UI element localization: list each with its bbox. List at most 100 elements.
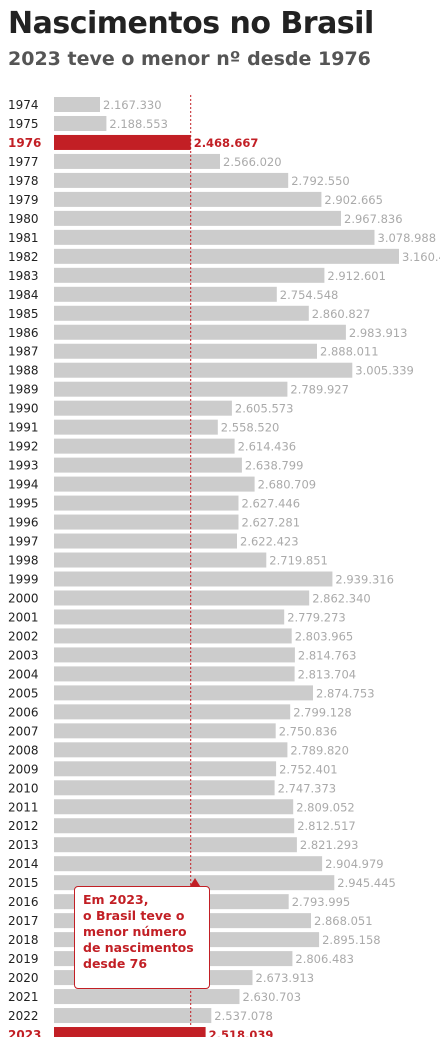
- year-label: 1996: [8, 516, 39, 530]
- year-label: 2016: [8, 895, 39, 909]
- value-label: 2.752.401: [279, 762, 338, 776]
- bar: [54, 135, 191, 150]
- bar: [54, 211, 341, 226]
- year-label: 1999: [8, 573, 39, 587]
- value-label: 2.518.039: [209, 1028, 274, 1037]
- year-label: 2012: [8, 819, 39, 833]
- bar: [54, 97, 100, 112]
- year-label: 1980: [8, 212, 39, 226]
- value-label: 3.160.449: [402, 250, 440, 264]
- year-label: 1978: [8, 174, 39, 188]
- bar: [54, 173, 288, 188]
- bar: [54, 837, 297, 852]
- value-label: 2.868.051: [314, 914, 373, 928]
- callout-line: o Brasil teve o: [83, 908, 201, 924]
- callout-line: desde 76: [83, 956, 201, 972]
- value-label: 2.902.665: [324, 193, 383, 207]
- value-label: 2.614.436: [238, 440, 297, 454]
- year-label: 2001: [8, 610, 39, 624]
- year-label: 2005: [8, 686, 39, 700]
- bar: [54, 287, 277, 302]
- value-label: 2.895.158: [322, 933, 381, 947]
- year-label: 1982: [8, 250, 39, 264]
- bar: [54, 989, 240, 1004]
- bar: [54, 704, 290, 719]
- value-label: 2.967.836: [344, 212, 403, 226]
- year-label: 2009: [8, 762, 39, 776]
- year-label: 1992: [8, 440, 39, 454]
- year-label: 2007: [8, 724, 39, 738]
- year-label: 2019: [8, 952, 39, 966]
- bar: [54, 553, 266, 568]
- bar: [54, 856, 322, 871]
- value-label: 2.558.520: [221, 421, 280, 435]
- year-label: 1986: [8, 326, 39, 340]
- year-label: 2021: [8, 990, 39, 1004]
- year-label: 2010: [8, 781, 39, 795]
- callout-pointer: [190, 878, 200, 886]
- value-label: 2.862.340: [312, 591, 371, 605]
- year-label: 1989: [8, 383, 39, 397]
- bar: [54, 723, 276, 738]
- bar: [54, 1008, 211, 1023]
- year-label: 1979: [8, 193, 39, 207]
- year-label: 1988: [8, 364, 39, 378]
- year-label: 2020: [8, 971, 39, 985]
- value-label: 2.809.052: [296, 800, 355, 814]
- year-label: 1990: [8, 402, 39, 416]
- value-label: 2.939.316: [335, 573, 394, 587]
- bar: [54, 458, 242, 473]
- year-label: 1977: [8, 155, 39, 169]
- year-label: 2013: [8, 838, 39, 852]
- value-label: 2.622.423: [240, 535, 299, 549]
- bar: [54, 647, 295, 662]
- year-label: 2014: [8, 857, 39, 871]
- chart-subtitle: 2023 teve o menor nº desde 1976: [8, 48, 371, 70]
- value-label: 2.789.820: [290, 743, 349, 757]
- value-label: 2.792.550: [291, 174, 350, 188]
- bar: [54, 477, 255, 492]
- year-label: 1974: [8, 98, 39, 112]
- year-label: 1983: [8, 269, 39, 283]
- year-label: 1998: [8, 554, 39, 568]
- value-label: 2.812.517: [297, 819, 356, 833]
- value-label: 2.945.445: [337, 876, 396, 890]
- value-label: 2.468.667: [194, 136, 259, 150]
- value-label: 2.793.995: [292, 895, 351, 909]
- bar: [54, 268, 324, 283]
- year-label: 1981: [8, 231, 39, 245]
- bar: [54, 401, 232, 416]
- value-label: 2.750.836: [279, 724, 338, 738]
- value-label: 2.912.601: [327, 269, 386, 283]
- value-label: 2.673.913: [256, 971, 315, 985]
- value-label: 2.806.483: [295, 952, 354, 966]
- value-label: 2.860.827: [312, 307, 371, 321]
- year-label: 2008: [8, 743, 39, 757]
- value-label: 2.983.913: [349, 326, 408, 340]
- year-label: 2018: [8, 933, 39, 947]
- value-label: 2.779.273: [287, 610, 346, 624]
- bar: [54, 628, 292, 643]
- year-label: 2023: [8, 1028, 41, 1037]
- value-label: 2.754.548: [280, 288, 339, 302]
- value-label: 2.904.979: [325, 857, 384, 871]
- value-label: 2.630.703: [243, 990, 302, 1004]
- bar: [54, 439, 235, 454]
- bar: [54, 780, 275, 795]
- year-label: 2015: [8, 876, 39, 890]
- callout-line: menor número: [83, 924, 201, 940]
- year-label: 1976: [8, 136, 41, 150]
- year-label: 2000: [8, 591, 39, 605]
- year-label: 1985: [8, 307, 39, 321]
- value-label: 2.821.293: [300, 838, 359, 852]
- value-label: 3.005.339: [355, 364, 414, 378]
- year-label: 1975: [8, 117, 39, 131]
- year-label: 2011: [8, 800, 39, 814]
- bar: [54, 230, 375, 245]
- callout-line: de nascimentos: [83, 940, 201, 956]
- bar: [54, 1027, 206, 1037]
- value-label: 2.799.128: [293, 705, 352, 719]
- bar: [54, 325, 346, 340]
- value-label: 2.888.011: [320, 345, 379, 359]
